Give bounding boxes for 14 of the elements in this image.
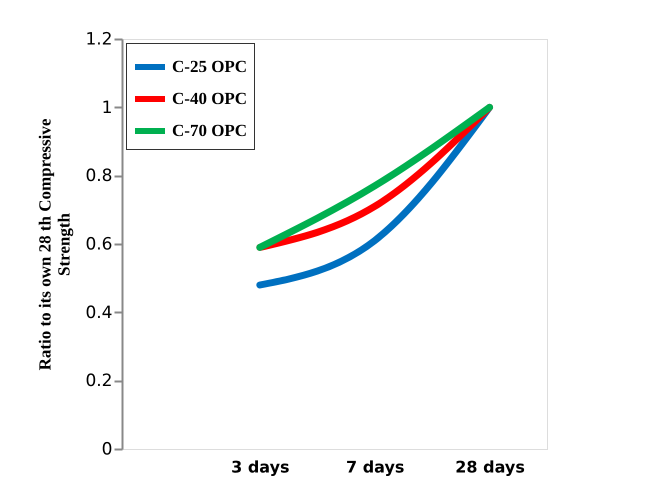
y-tick-label: 1 [102,98,112,118]
legend-label: C-25 OPC [172,57,248,76]
legend-label: C-40 OPC [172,89,248,108]
x-tick-label: 28 days [455,458,525,476]
y-tick-label: 0.8 [85,166,112,186]
x-tick-label: 3 days [231,458,290,476]
y-tick-label: 0.6 [85,234,112,254]
legend-label: C-70 OPC [172,121,248,140]
y-axis-title: Ratio to its own 28 th Compressive Strength [35,118,74,370]
x-tick-label: 7 days [346,458,404,476]
y-tick-label: 0.2 [85,371,112,392]
y-tick-label: 0 [102,440,112,460]
y-tick-label: 1.2 [85,30,112,50]
y-tick-label: 0.4 [85,302,112,323]
